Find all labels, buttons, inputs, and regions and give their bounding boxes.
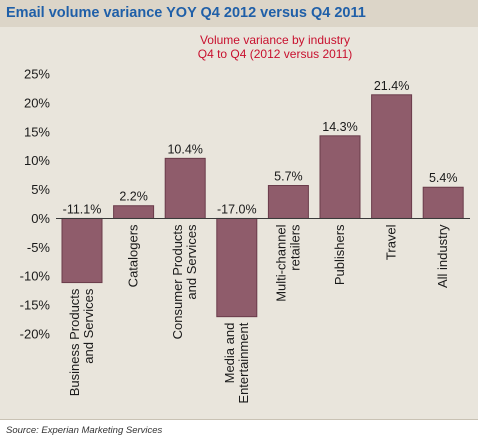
bar (216, 217, 258, 318)
category-label: Multi-channel retailers (273, 224, 302, 302)
y-tick-label: -15% (20, 298, 51, 313)
category-label-line: Consumer Products (170, 224, 185, 339)
category-label-line: Multi-channel (273, 224, 288, 301)
data-label: 14.3% (322, 120, 357, 134)
chart-title: Volume variance by industry (199, 33, 351, 47)
y-tick-label: -10% (20, 269, 51, 284)
bar (164, 157, 206, 219)
data-label: 5.7% (274, 170, 303, 184)
y-tick-label: 0% (31, 211, 50, 226)
category-label: Business Products and Services (67, 288, 96, 396)
category-label-line: Publishers (332, 224, 347, 285)
data-label: 5.4% (429, 171, 458, 185)
y-tick-label: 10% (24, 153, 50, 168)
y-tick-label: -20% (20, 327, 51, 342)
category-label-line: Media and (222, 323, 237, 384)
bar (113, 205, 155, 219)
y-tick-label: 5% (31, 182, 50, 197)
category-label-line: retailers (287, 224, 302, 271)
category-label: Travel (384, 224, 399, 260)
y-tick-label: 20% (24, 95, 50, 110)
category-label-line: and Services (81, 288, 96, 364)
header-bar: Email volume variance YOY Q4 2012 versus… (0, 0, 478, 27)
y-tick-label: -5% (27, 240, 51, 255)
bar (61, 217, 103, 284)
category-label: Catalogers (126, 224, 141, 287)
data-label: 2.2% (119, 190, 148, 204)
category-label: Consumer Products and Services (170, 224, 199, 339)
category-label-line: Travel (384, 224, 399, 260)
bar (422, 186, 464, 219)
category-label: Publishers (332, 224, 347, 285)
y-tick-label: 25% (24, 67, 50, 82)
bar (371, 94, 413, 219)
bar (319, 135, 361, 219)
category-label: Media and Entertainment (222, 322, 251, 403)
category-label-line: Catalogers (126, 224, 141, 287)
category-label-line: All industry (435, 224, 450, 288)
bar-chart: 25% 20% 15% 10% 5% 0% -5% -10% -15% -20% -11.1% Bus… (20, 67, 470, 404)
data-label: -17.0% (217, 202, 257, 216)
page-title: Email volume variance YOY Q4 2012 versus… (6, 5, 366, 21)
category-label-line: Business Products (67, 288, 82, 396)
data-label: 10.4% (167, 142, 202, 156)
category-label: All industry (435, 224, 450, 288)
data-label: 21.4% (374, 79, 409, 93)
source-note: Source: Experian Marketing Services (6, 425, 163, 436)
bar (267, 185, 309, 219)
category-label-line: Entertainment (236, 322, 251, 403)
data-label: -11.1% (63, 202, 102, 216)
footer-divider (0, 419, 478, 420)
chart-subtitle: Q4 to Q4 (2012 versus 2011) (197, 47, 353, 61)
category-label-line: and Services (184, 224, 199, 300)
y-tick-label: 15% (24, 124, 50, 139)
